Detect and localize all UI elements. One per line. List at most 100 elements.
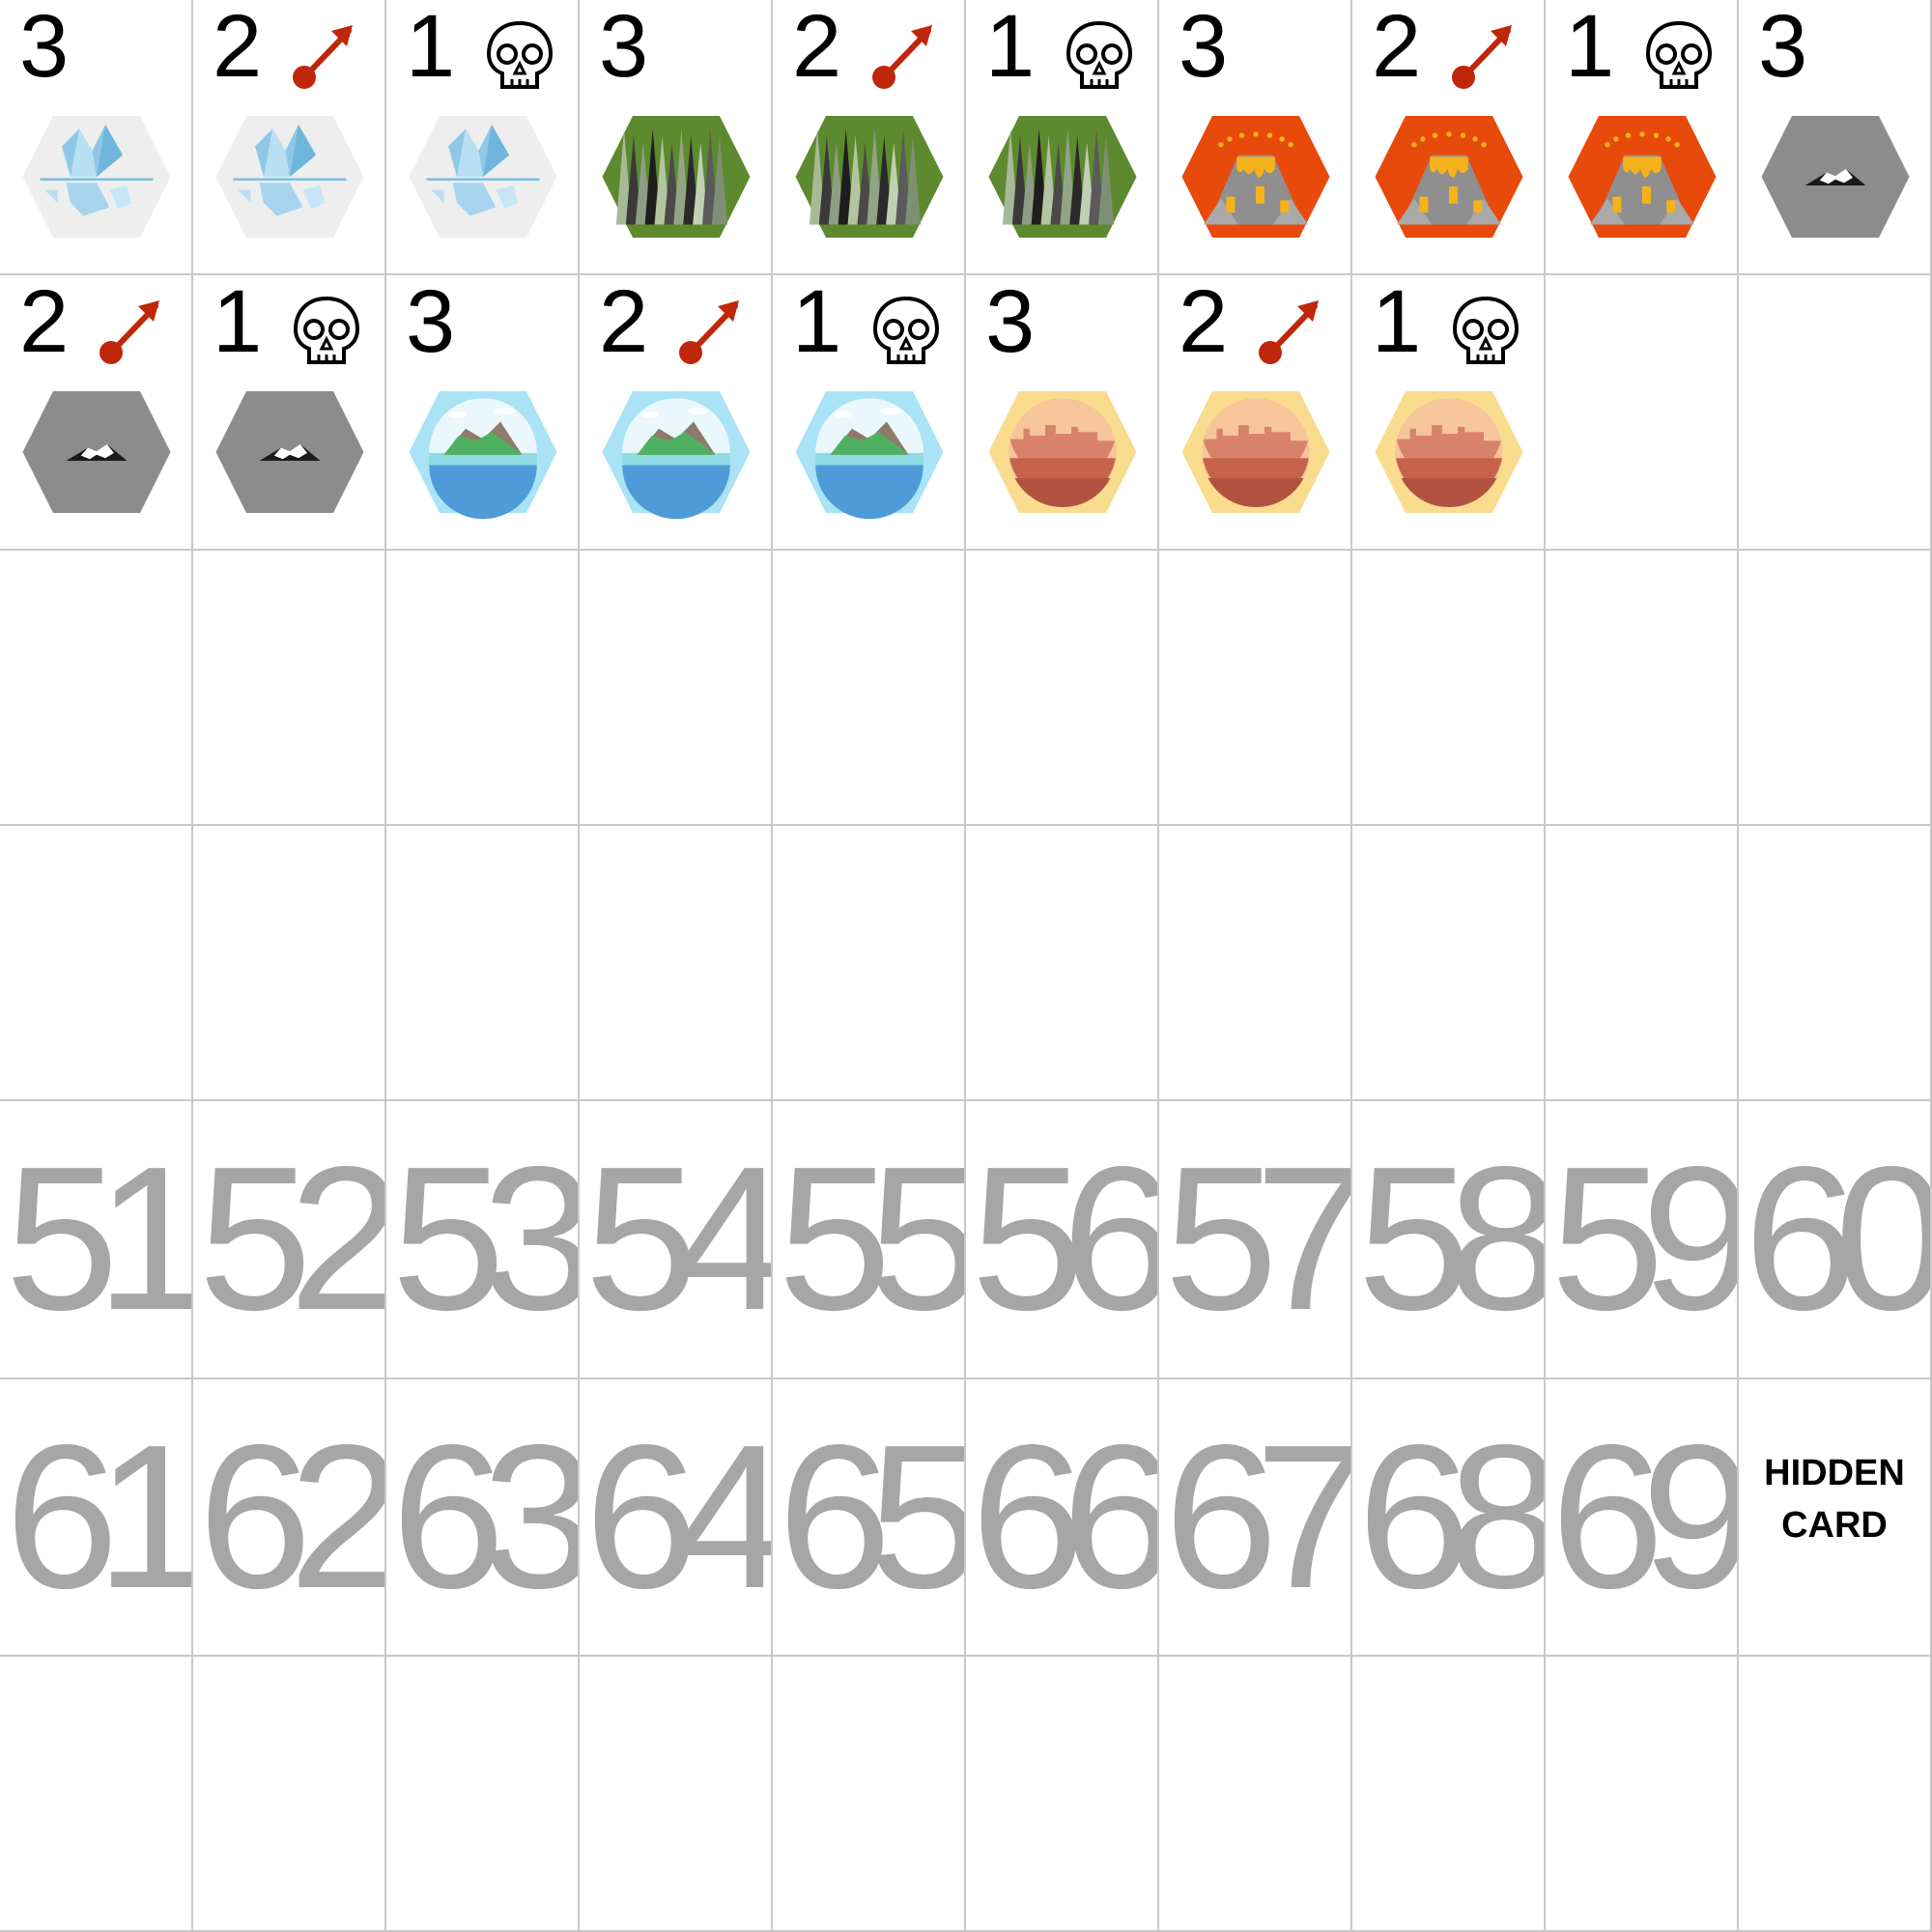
arrow-icon <box>872 25 932 89</box>
empty-slot[interactable] <box>1159 1657 1352 1932</box>
ice-tile-icon <box>22 116 171 238</box>
tile-card-mountain[interactable]: 3 <box>1739 0 1932 275</box>
tile-card-ice[interactable]: 2 <box>193 0 386 275</box>
tile-value: 2 <box>599 275 649 371</box>
tile-card-island[interactable]: 2 <box>580 275 773 551</box>
empty-slot[interactable] <box>1159 826 1352 1101</box>
empty-slot[interactable] <box>966 551 1159 826</box>
tile-card-forest[interactable]: 3 <box>580 0 773 275</box>
card-number: 67 <box>1164 1402 1350 1631</box>
empty-slot[interactable] <box>193 551 386 826</box>
empty-slot[interactable] <box>193 1657 386 1932</box>
tile-value: 1 <box>792 275 842 371</box>
numbered-card[interactable]: 55 <box>773 1101 966 1379</box>
empty-slot[interactable] <box>1352 1657 1546 1932</box>
skull-icon <box>1065 20 1133 89</box>
numbered-card[interactable]: 68 <box>1352 1379 1546 1657</box>
tile-card-volcano[interactable]: 2 <box>1352 0 1546 275</box>
tile-card-volcano[interactable]: 1 <box>1546 0 1739 275</box>
empty-slot[interactable] <box>1546 1657 1739 1932</box>
tile-value: 3 <box>1758 0 1808 96</box>
numbered-card[interactable]: 52 <box>193 1101 386 1379</box>
numbered-card[interactable]: 57 <box>1159 1101 1352 1379</box>
card-number: 58 <box>1357 1123 1544 1352</box>
empty-slot[interactable] <box>1546 275 1739 551</box>
arrow-icon <box>1259 300 1319 364</box>
island-tile-icon <box>409 391 557 520</box>
mountain-tile-icon <box>215 391 364 513</box>
tile-card-island[interactable]: 1 <box>773 275 966 551</box>
hidden-card[interactable]: HIDDEN CARD <box>1739 1379 1932 1657</box>
empty-slot[interactable] <box>386 1657 580 1932</box>
tile-value: 1 <box>406 0 456 96</box>
tile-card-desert[interactable]: 2 <box>1159 275 1352 551</box>
empty-slot[interactable] <box>773 826 966 1101</box>
empty-slot[interactable] <box>1546 826 1739 1101</box>
empty-slot[interactable] <box>966 1657 1159 1932</box>
tile-card-desert[interactable]: 3 <box>966 275 1159 551</box>
tile-card-forest[interactable]: 2 <box>773 0 966 275</box>
empty-slot[interactable] <box>580 551 773 826</box>
volcano-tile-icon <box>1375 116 1523 238</box>
tile-value: 2 <box>792 0 842 96</box>
volcano-tile-icon <box>1568 116 1717 238</box>
empty-slot[interactable] <box>1546 551 1739 826</box>
desert-tile-icon <box>1375 391 1523 513</box>
numbered-card[interactable]: 58 <box>1352 1101 1546 1379</box>
numbered-card[interactable]: 56 <box>966 1101 1159 1379</box>
desert-tile-icon <box>988 391 1137 513</box>
card-number: 64 <box>584 1402 771 1631</box>
empty-slot[interactable] <box>1352 551 1546 826</box>
numbered-card[interactable]: 51 <box>0 1101 193 1379</box>
empty-slot[interactable] <box>386 826 580 1101</box>
tile-value: 2 <box>213 0 263 96</box>
tile-value: 1 <box>1565 0 1615 96</box>
empty-slot[interactable] <box>580 1657 773 1932</box>
empty-slot[interactable] <box>0 826 193 1101</box>
tile-card-mountain[interactable]: 2 <box>0 275 193 551</box>
numbered-card[interactable]: 64 <box>580 1379 773 1657</box>
tile-card-volcano[interactable]: 3 <box>1159 0 1352 275</box>
numbered-card[interactable]: 53 <box>386 1101 580 1379</box>
tile-card-island[interactable]: 3 <box>386 275 580 551</box>
tile-card-ice[interactable]: 1 <box>386 0 580 275</box>
card-number: 52 <box>198 1123 384 1352</box>
empty-slot[interactable] <box>1739 551 1932 826</box>
tile-card-forest[interactable]: 1 <box>966 0 1159 275</box>
tile-card-ice[interactable]: 3 <box>0 0 193 275</box>
empty-slot[interactable] <box>1739 275 1932 551</box>
numbered-card[interactable]: 60 <box>1739 1101 1932 1379</box>
tile-value: 3 <box>985 275 1036 371</box>
tile-value: 3 <box>406 275 456 371</box>
mountain-tile-icon <box>22 391 171 513</box>
empty-slot[interactable] <box>1352 826 1546 1101</box>
tile-card-desert[interactable]: 1 <box>1352 275 1546 551</box>
numbered-card[interactable]: 67 <box>1159 1379 1352 1657</box>
numbered-card[interactable]: 65 <box>773 1379 966 1657</box>
arrow-icon <box>679 300 739 364</box>
empty-slot[interactable] <box>1739 826 1932 1101</box>
empty-slot[interactable] <box>1739 1657 1932 1932</box>
empty-slot[interactable] <box>1159 551 1352 826</box>
empty-slot[interactable] <box>773 551 966 826</box>
numbered-card[interactable]: 69 <box>1546 1379 1739 1657</box>
empty-slot[interactable] <box>580 826 773 1101</box>
numbered-card[interactable]: 59 <box>1546 1101 1739 1379</box>
empty-slot[interactable] <box>773 1657 966 1932</box>
empty-slot[interactable] <box>0 551 193 826</box>
empty-slot[interactable] <box>193 826 386 1101</box>
numbered-card[interactable]: 63 <box>386 1379 580 1657</box>
empty-slot[interactable] <box>0 1657 193 1932</box>
numbered-card[interactable]: 62 <box>193 1379 386 1657</box>
desert-tile-icon <box>1181 391 1330 513</box>
card-number: 65 <box>778 1402 964 1631</box>
card-number: 54 <box>584 1123 771 1352</box>
numbered-card[interactable]: 61 <box>0 1379 193 1657</box>
empty-slot[interactable] <box>386 551 580 826</box>
numbered-card[interactable]: 66 <box>966 1379 1159 1657</box>
empty-slot[interactable] <box>966 826 1159 1101</box>
tile-card-mountain[interactable]: 1 <box>193 275 386 551</box>
tile-value: 3 <box>1179 0 1229 96</box>
numbered-card[interactable]: 54 <box>580 1101 773 1379</box>
arrow-icon <box>1452 25 1512 89</box>
